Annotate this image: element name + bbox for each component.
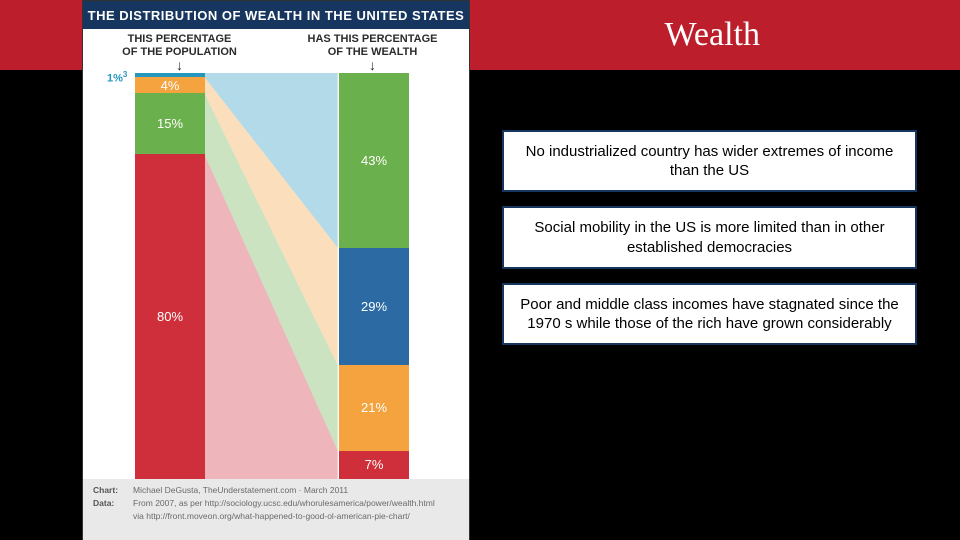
one-percent-sup: 3 <box>123 70 127 79</box>
ribbon <box>204 93 337 450</box>
footer-data-label: Data: <box>93 498 127 509</box>
infographic-footer: Chart: Michael DeGusta, TheUnderstatemen… <box>83 479 469 540</box>
down-arrow-icon: ↓ <box>276 58 469 72</box>
footer-chart-label: Chart: <box>93 485 127 496</box>
callout-text: Social mobility in the US is more limite… <box>534 219 884 255</box>
subhead-wealth-line1: HAS THIS PERCENTAGE <box>308 33 438 45</box>
footer-spacer <box>93 511 127 522</box>
callout-box: Poor and middle class incomes have stagn… <box>502 283 917 345</box>
external-one-percent-label: 1%3 <box>107 70 127 85</box>
callout-list: No industrialized country has wider extr… <box>502 130 917 345</box>
wealth-bar: 43%29%21%7% <box>339 73 409 479</box>
infographic-titlebar: THE DISTRIBUTION OF WEALTH IN THE UNITED… <box>83 1 469 29</box>
bar-segment: 80% <box>135 154 205 479</box>
slide-title: Wealth <box>665 16 760 54</box>
footer-data-text2: via http://front.moveon.org/what-happene… <box>133 511 410 522</box>
infographic-subheads: THIS PERCENTAGE OF THE POPULATION ↓ HAS … <box>83 29 469 73</box>
bar-segment: 7% <box>339 451 409 479</box>
wealth-infographic: THE DISTRIBUTION OF WEALTH IN THE UNITED… <box>82 0 470 540</box>
callout-box: No industrialized country has wider extr… <box>502 130 917 192</box>
ribbon <box>204 77 337 365</box>
subhead-population-line2: OF THE POPULATION <box>122 46 237 58</box>
bar-segment: 15% <box>135 93 205 154</box>
bar-segment: 43% <box>339 73 409 248</box>
callout-text: No industrialized country has wider extr… <box>526 143 894 179</box>
ribbon <box>204 73 337 248</box>
bar-segment: 21% <box>339 365 409 450</box>
infographic-title: THE DISTRIBUTION OF WEALTH IN THE UNITED… <box>88 8 465 23</box>
one-percent-text: 1% <box>107 73 123 85</box>
bar-segment: 4% <box>135 77 205 93</box>
footer-chart-text: Michael DeGusta, TheUnderstatement.com ·… <box>133 485 348 496</box>
footer-data-text1: From 2007, as per http://sociology.ucsc.… <box>133 498 435 509</box>
subhead-wealth: HAS THIS PERCENTAGE OF THE WEALTH ↓ <box>276 29 469 73</box>
subhead-population-line1: THIS PERCENTAGE <box>128 33 232 45</box>
ribbon <box>204 154 337 479</box>
linked-stacked-bar-chart: 1%3 4%15%80% 43%29%21%7% <box>83 73 469 479</box>
bar-segment: 29% <box>339 248 409 366</box>
subhead-population: THIS PERCENTAGE OF THE POPULATION ↓ <box>83 29 276 73</box>
population-bar: 4%15%80% <box>135 73 205 479</box>
subhead-wealth-line2: OF THE WEALTH <box>328 46 418 58</box>
callout-text: Poor and middle class incomes have stagn… <box>520 296 899 332</box>
callout-box: Social mobility in the US is more limite… <box>502 206 917 268</box>
